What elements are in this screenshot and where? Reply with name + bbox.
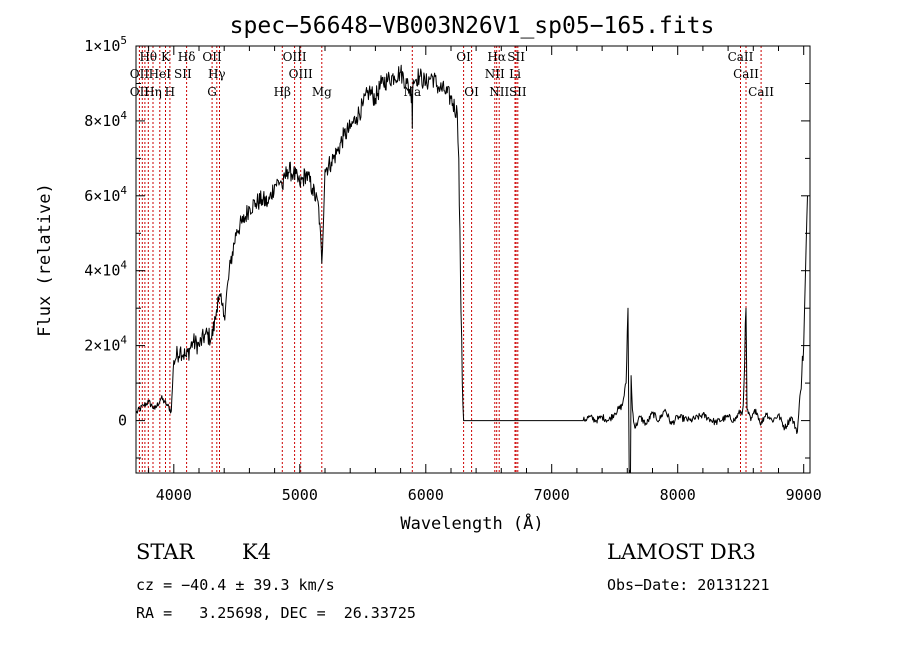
x-tick-label-4: 8000 — [660, 486, 696, 504]
y-tick-label-3: 6×104 — [84, 184, 127, 205]
chart-title: spec−56648−VB003N26V1_sp05−165.fits — [230, 13, 715, 39]
line-label-10: HeI — [149, 67, 172, 81]
line-label-12: Hγ — [208, 67, 226, 81]
y-tick-label-1: 2×104 — [84, 334, 127, 355]
observation-date: Obs−Date: 20131221 — [607, 576, 770, 594]
line-label-18: Hη — [144, 85, 162, 99]
line-label-25: NII — [489, 85, 509, 99]
line-label-7: SII — [507, 50, 525, 64]
y-tick-label-4: 8×104 — [84, 109, 127, 130]
line-label-4: OIII — [283, 50, 307, 64]
x-axis-label: Wavelength (Å) — [400, 512, 543, 534]
x-tick-label-3: 7000 — [534, 486, 570, 504]
x-tick-label-2: 6000 — [408, 486, 444, 504]
line-label-2: Hδ — [178, 50, 196, 64]
object-class: STAR — [136, 540, 195, 564]
line-label-24: OI — [464, 85, 479, 99]
ra-dec-line: RA = 3.25698, DEC = 26.33725 — [136, 604, 416, 622]
line-label-3: OII — [202, 50, 222, 64]
x-tick-label-0: 4000 — [156, 486, 192, 504]
line-label-21: Hβ — [274, 85, 291, 99]
line-label-19: H — [165, 85, 175, 99]
line-label-26: SII — [509, 85, 527, 99]
line-label-17: OII — [130, 85, 150, 99]
spectrum-line — [135, 64, 808, 474]
plot-frame — [135, 45, 811, 474]
line-label-11: SII — [174, 67, 192, 81]
line-label-15: Li — [509, 67, 521, 81]
x-tick-label-5: 9000 — [786, 486, 822, 504]
line-label-5: OI — [456, 50, 471, 64]
spectrum-layer — [135, 64, 808, 474]
spectral-lines-layer — [138, 46, 762, 473]
line-label-22: Mg — [312, 85, 332, 99]
line-label-1: K — [161, 50, 171, 64]
redshift-line: cz = −40.4 ± 39.3 km/s — [136, 576, 335, 594]
survey-name: LAMOST DR3 — [607, 540, 756, 564]
line-label-6: Hα — [487, 50, 506, 64]
line-label-16: CaII — [733, 67, 759, 81]
y-tick-label-0: 0 — [118, 412, 127, 430]
object-subclass: K4 — [242, 540, 272, 564]
y-axis-label: Flux (relative) — [35, 183, 55, 337]
x-ticks-layer: 4000 5000 6000 7000 8000 9000 — [148, 46, 822, 504]
line-label-8: CaII — [728, 50, 754, 64]
y-ticks-layer: 0 2×104 4×104 6×104 8×104 1×105 — [84, 34, 810, 459]
line-label-14: NII — [485, 67, 505, 81]
line-label-27: CaII — [748, 85, 774, 99]
y-tick-label-2: 4×104 — [84, 259, 127, 280]
line-label-0: Hθ — [139, 50, 157, 64]
line-label-13: OIII — [289, 67, 313, 81]
x-tick-label-1: 5000 — [282, 486, 318, 504]
line-label-20: G — [207, 85, 217, 99]
y-tick-label-5: 1×105 — [84, 34, 127, 55]
line-label-9: OII — [130, 67, 150, 81]
